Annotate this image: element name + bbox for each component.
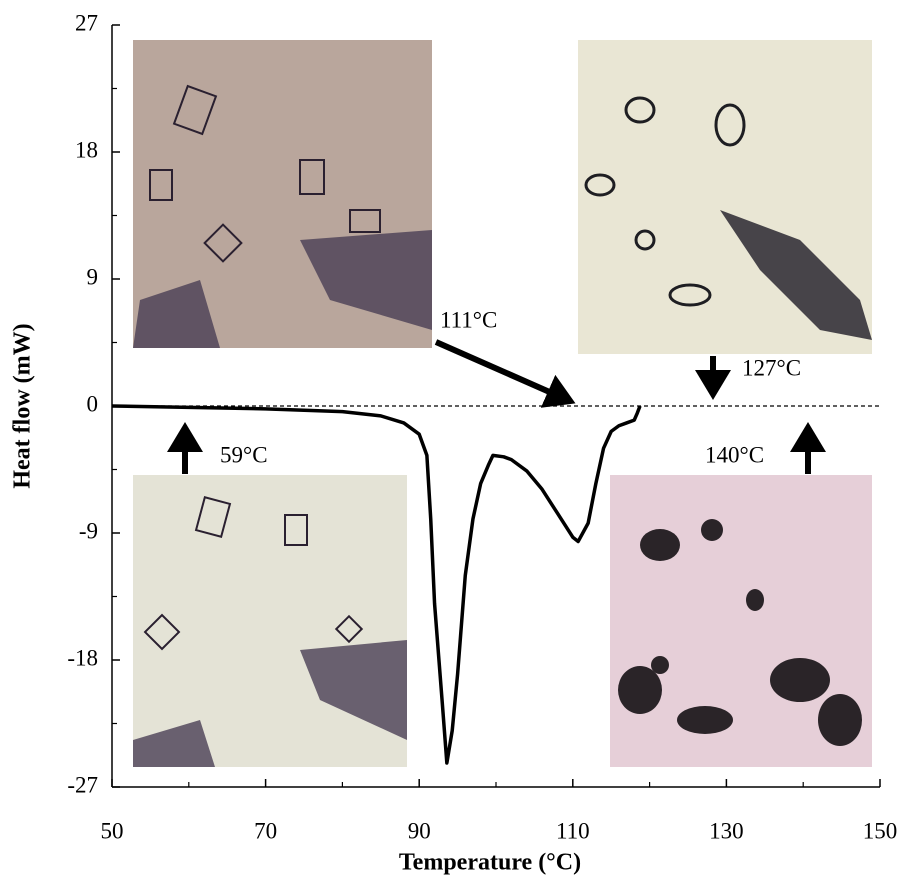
y-axis-label: Heat flow (mW): [10, 323, 36, 488]
y-tick-label: -9: [79, 518, 98, 543]
x-tick-label: 130: [709, 818, 744, 843]
micrograph-top-right: [578, 40, 872, 354]
y-tick-label: -18: [67, 645, 98, 670]
y-tick-label: 18: [75, 137, 98, 162]
x-tick-label: 50: [101, 818, 124, 843]
x-tick-label: 70: [254, 818, 277, 843]
annotation-arrows: [167, 339, 826, 474]
micrograph-top-left: [133, 40, 432, 348]
annotation: 127°C: [742, 355, 801, 380]
annotation: 59°C: [220, 442, 268, 467]
y-tick-label: 27: [75, 10, 98, 35]
y-tick-label: 9: [87, 264, 99, 289]
y-tick-label: -27: [67, 772, 98, 797]
x-tick-label: 150: [863, 818, 898, 843]
x-tick-label: 110: [556, 818, 590, 843]
micrograph-bottom-left: [133, 475, 407, 767]
y-tick-label: 0: [87, 391, 99, 416]
x-tick-label: 90: [408, 818, 431, 843]
micrograph-bottom-right: [610, 475, 872, 767]
heat-flow-curve: [111, 404, 642, 765]
annotation: 140°C: [705, 442, 764, 467]
annotation: 111°C: [440, 307, 497, 332]
x-axis-label: Temperature (°C): [399, 850, 581, 876]
